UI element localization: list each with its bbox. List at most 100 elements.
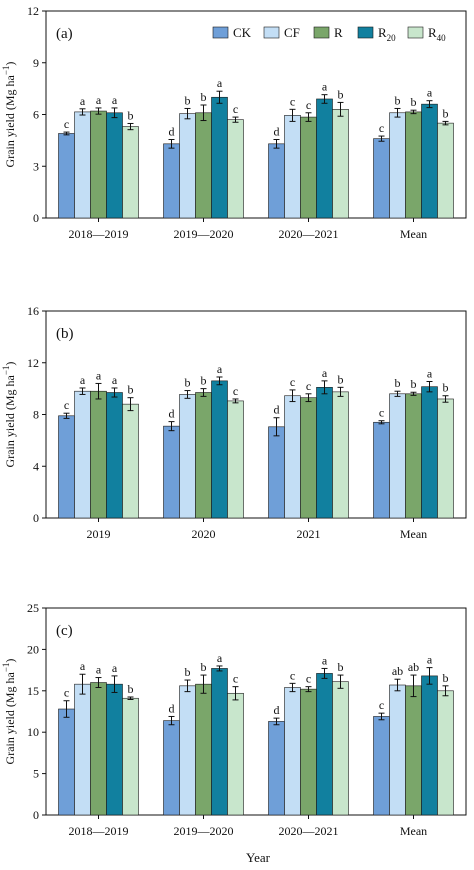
bar-r	[90, 682, 107, 816]
legend-label-text: R	[378, 25, 387, 40]
panel-label: (b)	[56, 326, 74, 342]
significance-letter: b	[411, 377, 417, 391]
significance-letter: d	[274, 403, 280, 417]
bar-ck	[163, 143, 180, 219]
bar-ck	[163, 425, 180, 519]
x-tick-label: 2020—2021	[279, 227, 339, 241]
y-tick-label: 5	[33, 767, 39, 781]
bar-cf	[389, 393, 406, 519]
bar-r	[195, 392, 212, 519]
significance-letter: b	[338, 660, 344, 674]
legend: CK CF R R20 R40	[212, 25, 447, 43]
y-axis-label-close: )	[3, 362, 17, 366]
bar-cf	[179, 685, 196, 816]
panel-label: (c)	[56, 623, 73, 639]
y-tick-label: 4	[33, 459, 39, 473]
significance-letter: c	[290, 668, 295, 682]
x-axis-title: Year	[246, 850, 271, 865]
significance-letter: c	[379, 698, 384, 712]
significance-letter: b	[201, 374, 207, 388]
bar-r	[90, 390, 107, 519]
significance-letter: c	[233, 384, 238, 398]
bar-r40	[332, 391, 349, 519]
y-tick-label: 8	[33, 408, 39, 422]
significance-letter: a	[80, 94, 86, 108]
significance-letter: a	[322, 366, 328, 380]
bar-r20	[421, 103, 438, 219]
y-axis-label-close: )	[3, 659, 17, 663]
bar-r20	[421, 675, 438, 816]
bar-r40	[437, 690, 454, 816]
x-tick-label: 2019—2020	[174, 227, 234, 241]
legend-label: CF	[284, 25, 300, 40]
bar-r	[405, 393, 422, 519]
y-tick-label: 9	[33, 56, 39, 70]
bar-r20	[316, 98, 333, 219]
y-tick-label: 12	[27, 4, 39, 18]
legend-swatch	[212, 26, 229, 39]
significance-letter: c	[290, 94, 295, 108]
bar-ck	[58, 708, 75, 816]
bar-ck	[163, 720, 180, 816]
significance-letter: ab	[392, 664, 403, 678]
legend-label-subscript: 40	[437, 33, 447, 43]
y-tick-label: 3	[33, 159, 39, 173]
significance-letter: d	[274, 125, 280, 139]
x-tick-label: 2018—2019	[69, 824, 129, 838]
significance-letter: a	[96, 368, 102, 382]
bar-r40	[332, 109, 349, 219]
significance-letter: b	[185, 93, 191, 107]
significance-letter: c	[379, 121, 384, 135]
significance-letter: a	[427, 367, 433, 381]
bar-r	[300, 116, 317, 219]
bar-r40	[122, 126, 139, 219]
bar-r	[195, 112, 212, 219]
bar-ck	[373, 421, 390, 519]
bar-cf	[74, 390, 91, 519]
legend-label: R	[334, 25, 343, 40]
bar-cf	[179, 113, 196, 219]
legend-swatch	[407, 26, 424, 39]
legend-swatch	[313, 26, 330, 39]
significance-letter: c	[379, 406, 384, 420]
bar-r40	[227, 400, 244, 519]
significance-letter: c	[64, 686, 69, 700]
significance-letter: b	[201, 660, 207, 674]
bar-ck	[373, 716, 390, 816]
bar-r40	[437, 398, 454, 519]
y-axis-label: Grain yield (Mg ha−1)	[1, 362, 17, 468]
legend-label-text: CK	[233, 25, 252, 40]
significance-letter: d	[169, 701, 175, 715]
significance-letter: a	[217, 76, 223, 90]
bar-r20	[421, 386, 438, 519]
legend-label-text: R	[334, 25, 343, 40]
y-axis-label: Grain yield (Mg ha−1)	[1, 659, 17, 765]
bar-ck	[58, 133, 75, 219]
panel-label: (a)	[56, 26, 73, 42]
bar-cf	[74, 683, 91, 816]
panel-a-chart: 0 3 6 9 12 Grain yield (Mg ha−1) (a) 2018—2019 c…	[1, 4, 467, 241]
y-tick-label: 0	[33, 211, 39, 225]
bar-r40	[437, 122, 454, 219]
significance-letter: a	[217, 651, 223, 665]
significance-letter: a	[427, 653, 433, 667]
significance-letter: c	[306, 379, 311, 393]
bar-ck	[58, 415, 75, 519]
significance-letter: b	[395, 376, 401, 390]
y-axis-label-text: Grain yield (Mg ha	[3, 671, 17, 764]
significance-letter: b	[443, 671, 449, 685]
bar-r20	[316, 673, 333, 816]
bar-r40	[332, 681, 349, 816]
y-axis-label-exponent: −1	[1, 663, 11, 673]
significance-letter: d	[274, 703, 280, 717]
bar-r	[300, 688, 317, 816]
y-axis-label-text: Grain yield (Mg ha	[3, 74, 17, 167]
x-tick-label: 2020	[192, 527, 216, 541]
significance-letter: b	[411, 95, 417, 109]
bar-r20	[211, 380, 228, 519]
bar-r20	[316, 387, 333, 519]
x-tick-label: Mean	[400, 824, 427, 838]
y-tick-label: 20	[27, 642, 39, 656]
significance-letter: b	[395, 93, 401, 107]
